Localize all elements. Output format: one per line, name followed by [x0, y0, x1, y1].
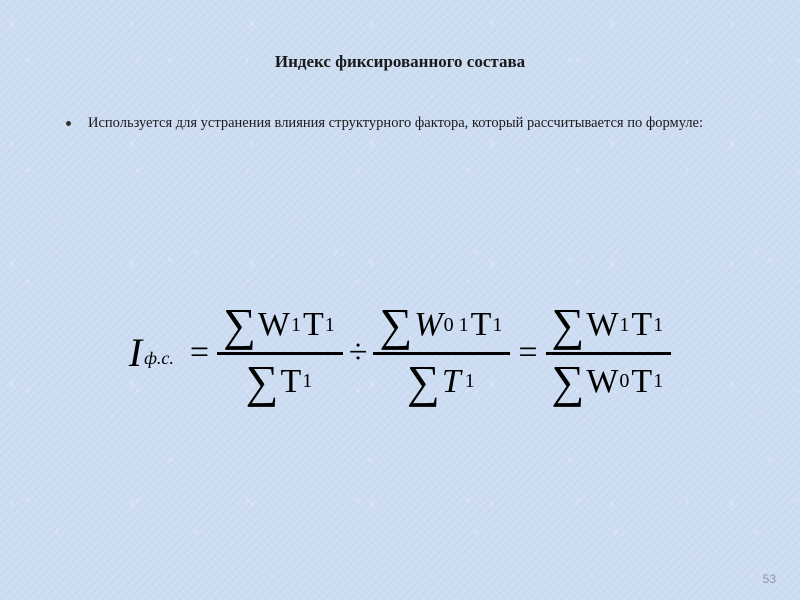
fraction-1: ∑ W1T1 ∑ Т1 — [217, 300, 343, 407]
symbol-I-sub: ф.с. — [144, 348, 174, 369]
sigma-icon: ∑ — [223, 304, 256, 345]
fraction-3-num: ∑ W1T1 — [546, 300, 672, 350]
page-number: 53 — [763, 572, 776, 586]
equals-sign: = — [518, 336, 537, 370]
bullet-text: Используется для устранения влияния стру… — [88, 114, 703, 134]
fraction-2-num: ∑ W0 1T1 — [373, 300, 510, 350]
sigma-icon: ∑ — [379, 304, 412, 345]
equals-sign: = — [190, 336, 209, 370]
fraction-bar — [546, 352, 672, 355]
bullet-item: Используется для устранения влияния стру… — [60, 114, 740, 134]
formula-lhs: I ф.с. — [129, 333, 174, 373]
slide-title: Индекс фиксированного состава — [60, 52, 740, 72]
formula: I ф.с. = ∑ W1T1 ∑ Т1 ÷ ∑ — [0, 300, 800, 407]
fraction-1-num: ∑ W1T1 — [217, 300, 343, 350]
bullet-dot-icon — [66, 121, 72, 126]
fraction-3-den: ∑ W0T1 — [546, 357, 672, 407]
sigma-icon: ∑ — [552, 361, 585, 402]
sigma-icon: ∑ — [552, 304, 585, 345]
fraction-2-den: ∑ T1 — [401, 357, 483, 407]
division-sign: ÷ — [349, 336, 368, 370]
sigma-icon: ∑ — [407, 361, 440, 402]
fraction-2: ∑ W0 1T1 ∑ T1 — [373, 300, 510, 407]
fraction-3: ∑ W1T1 ∑ W0T1 — [546, 300, 672, 407]
fraction-bar — [217, 352, 343, 355]
sigma-icon: ∑ — [246, 361, 279, 402]
fraction-bar — [373, 352, 510, 355]
symbol-I: I — [129, 333, 142, 373]
fraction-1-den: ∑ Т1 — [240, 357, 321, 407]
slide: Индекс фиксированного состава Использует… — [0, 0, 800, 600]
